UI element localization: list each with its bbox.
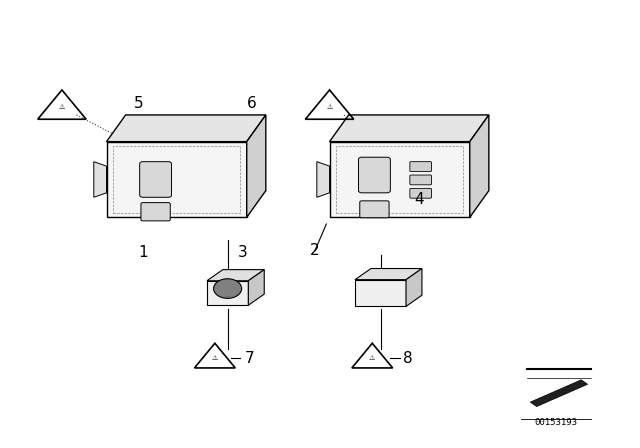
FancyBboxPatch shape	[141, 202, 170, 221]
FancyBboxPatch shape	[410, 162, 431, 172]
FancyBboxPatch shape	[207, 281, 248, 305]
Polygon shape	[470, 115, 489, 217]
Polygon shape	[330, 115, 489, 142]
Circle shape	[214, 279, 242, 298]
Polygon shape	[317, 162, 330, 197]
Polygon shape	[106, 115, 266, 142]
FancyBboxPatch shape	[360, 201, 389, 218]
Text: 3: 3	[237, 246, 247, 260]
Polygon shape	[207, 270, 264, 281]
FancyBboxPatch shape	[410, 188, 431, 198]
Polygon shape	[94, 162, 106, 197]
Polygon shape	[531, 380, 588, 406]
Text: 5: 5	[134, 96, 143, 111]
FancyBboxPatch shape	[140, 162, 172, 197]
Text: 7: 7	[245, 351, 255, 366]
Text: ⚠: ⚠	[369, 354, 376, 361]
Polygon shape	[355, 268, 422, 280]
FancyBboxPatch shape	[355, 280, 406, 306]
Polygon shape	[106, 142, 246, 217]
Text: ⚠: ⚠	[326, 104, 333, 110]
Text: ⚠: ⚠	[59, 104, 65, 110]
Polygon shape	[406, 268, 422, 306]
FancyBboxPatch shape	[358, 157, 390, 193]
Text: 6: 6	[247, 96, 257, 111]
Text: 4: 4	[414, 192, 424, 207]
Text: ...: ...	[225, 293, 230, 298]
FancyBboxPatch shape	[410, 175, 431, 185]
Polygon shape	[330, 142, 470, 217]
Polygon shape	[246, 115, 266, 217]
Text: ⚠: ⚠	[212, 354, 218, 361]
Text: 00153193: 00153193	[534, 418, 577, 426]
Polygon shape	[248, 270, 264, 305]
Text: 2: 2	[310, 243, 320, 258]
Text: 1: 1	[138, 246, 148, 260]
Text: 8: 8	[403, 351, 413, 366]
